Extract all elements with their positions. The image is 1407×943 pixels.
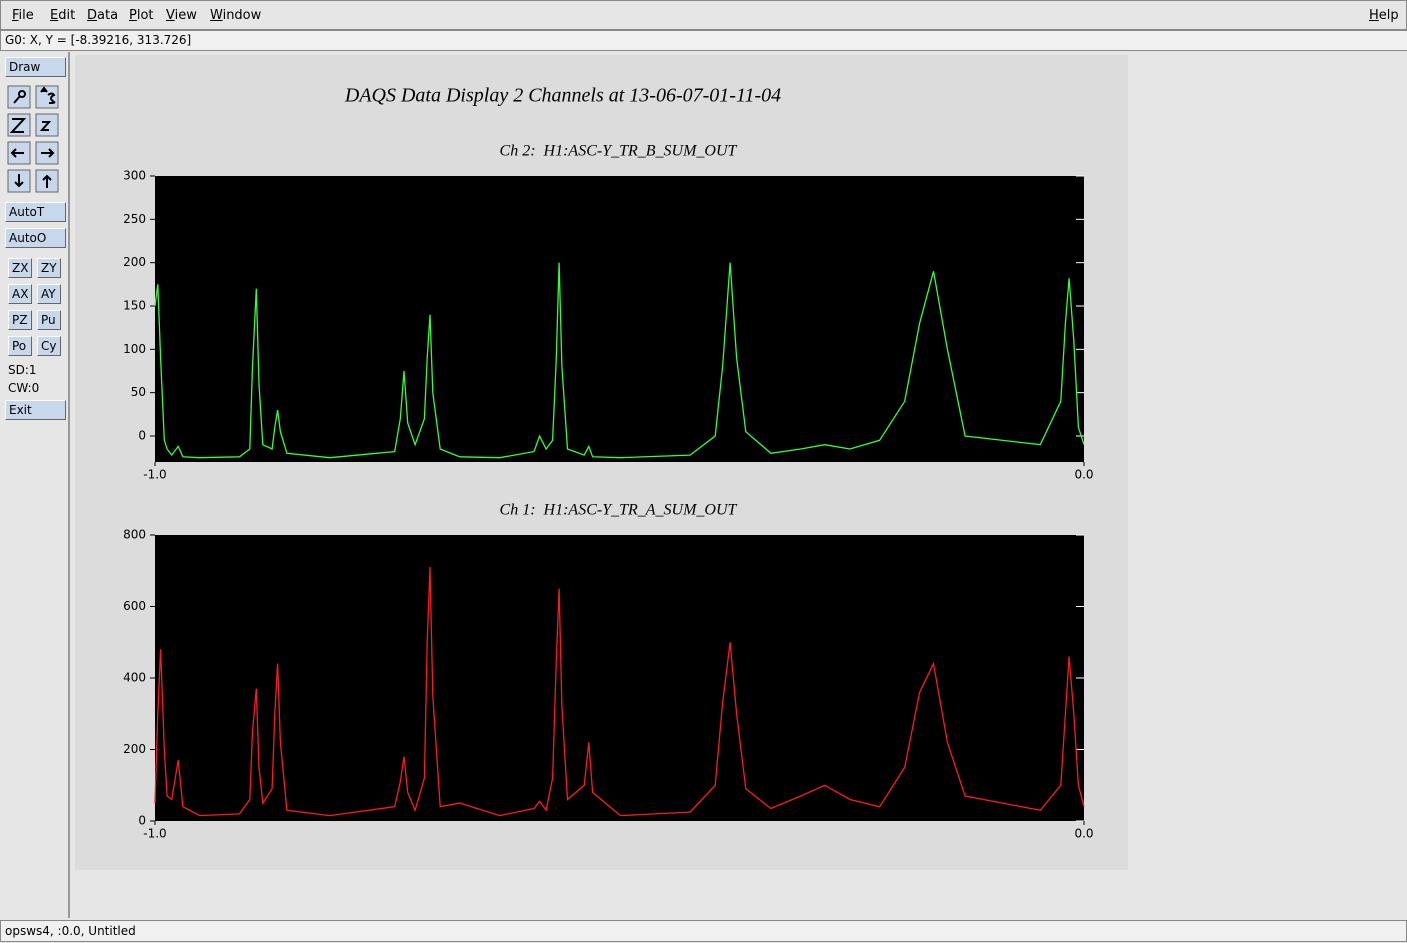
plot-background [155,535,1084,821]
y-tick-label: 200 [123,742,146,756]
menu-help[interactable]: Help [1369,8,1399,23]
status-bar: opsws4, :0.0, Untitled [0,920,1407,942]
x-tick-label: -1.0 [143,468,166,482]
y-tick-label: 200 [123,255,146,269]
sd-label: SD:1 [8,363,37,377]
menu-window[interactable]: Window [210,8,262,23]
y-tick-label: 800 [123,528,146,542]
exit-button[interactable]: Exit [5,400,66,420]
y-tick-label: 50 [131,385,146,399]
y-tick-label: 0 [138,429,146,443]
ax-button[interactable]: AX [8,284,32,304]
zx-button[interactable]: ZX [8,258,32,278]
cy-button[interactable]: Cy [37,336,61,356]
y-tick-label: 0 [138,814,146,828]
icon-buttons [7,85,59,193]
chart-title: Ch 1: H1:ASC-Y_TR_A_SUM_OUT [500,502,738,519]
x-tick-label: 0.0 [1074,827,1093,841]
menu-plot[interactable]: Plot [129,8,154,23]
po-button[interactable]: Po [8,336,32,356]
y-tick-label: 600 [123,599,146,613]
autot-button[interactable]: AutoT [5,202,66,222]
y-tick-label: 150 [123,299,146,313]
menu-bar: File Edit Data Plot View Window Help [0,0,1407,30]
data-line [154,567,1085,817]
plots: DAQS Data Display 2 Channels at 13-06-07… [123,85,1093,841]
menu-file[interactable]: File [12,8,34,23]
draw-button[interactable]: Draw [5,57,66,77]
y-tick-label: 100 [123,342,146,356]
y-tick-label: 400 [123,671,146,685]
coordinate-readout: G0: X, Y = [-8.39216, 313.726] [0,30,1407,51]
ay-button[interactable]: AY [37,284,61,304]
menu-data[interactable]: Data [87,8,119,23]
y-tick-label: 300 [123,169,146,183]
pz-button[interactable]: PZ [8,310,32,330]
plot-title: DAQS Data Display 2 Channels at 13-06-07… [344,85,781,107]
y-tick-label: 250 [123,212,146,226]
data-line [154,262,1085,459]
chart-title: Ch 2: H1:ASC-Y_TR_B_SUM_OUT [500,143,738,160]
toolbar: Draw AutoT AutoO ZX ZY AX AY PZ Pu Po Cy… [0,52,70,918]
x-tick-label: 0.0 [1074,468,1093,482]
cw-label: CW:0 [8,381,40,395]
x-tick-label: -1.0 [143,827,166,841]
menu-edit[interactable]: Edit [50,8,76,23]
zy-button[interactable]: ZY [37,258,61,278]
pu-button[interactable]: Pu [37,310,61,330]
autoo-button[interactable]: AutoO [5,228,66,248]
plot-background [155,176,1084,462]
menu-view[interactable]: View [166,8,197,23]
